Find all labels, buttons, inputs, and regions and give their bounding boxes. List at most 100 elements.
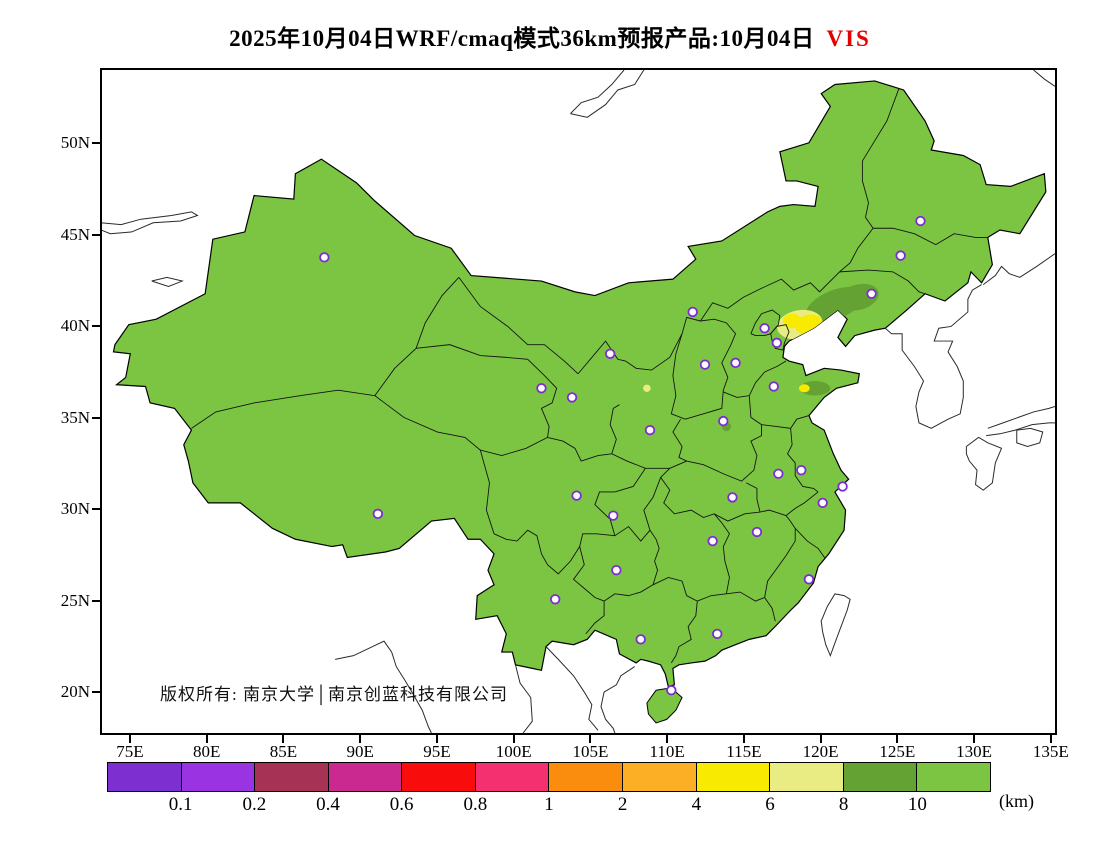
station-marker: [699, 359, 711, 370]
x-axis-tick: [973, 735, 976, 743]
map-plot-area: [100, 68, 1057, 735]
x-axis-tick: [205, 735, 208, 743]
colorbar-segment: [475, 763, 550, 791]
station-marker: [759, 323, 770, 334]
station-marker: [768, 381, 779, 392]
station-marker: [771, 337, 783, 349]
station-marker: [536, 383, 547, 394]
copyright-text: 版权所有: 南京大学│南京创蓝科技有限公司: [160, 685, 509, 704]
y-axis-label: 25N: [60, 590, 90, 610]
x-axis-label: 95E: [423, 742, 451, 761]
x-axis-label: 80E: [192, 742, 221, 761]
station-marker: [866, 288, 877, 299]
station-marker: [687, 306, 698, 318]
colorbar-tick-label: 2: [617, 794, 628, 815]
x-axis-tick: [359, 735, 362, 743]
x-axis-tick: [819, 735, 822, 743]
x-axis-label: 125E: [879, 742, 916, 761]
colorbar-segment: [770, 763, 844, 791]
china-map: [102, 70, 1055, 733]
station-marker: [727, 492, 738, 503]
colorbar-tick-label: 4: [691, 794, 702, 815]
colorbar: [107, 762, 991, 792]
station-marker: [773, 468, 784, 479]
x-axis-tick: [1049, 735, 1052, 743]
colorbar-tick-label: 0.2: [242, 794, 267, 815]
x-axis-label: 135E: [1032, 742, 1069, 761]
colorbar-segment: [255, 763, 329, 791]
colorbar-segment: [843, 763, 918, 791]
colorbar-segment: [108, 763, 182, 791]
y-axis-tick: [92, 690, 100, 693]
station-marker: [608, 510, 619, 521]
x-axis-tick: [896, 735, 899, 743]
x-axis-label: 115E: [726, 742, 762, 761]
station-marker: [817, 497, 828, 509]
station-marker: [372, 508, 384, 519]
x-axis-label: 90E: [346, 742, 374, 761]
station-markers: [319, 215, 926, 696]
y-axis-label: 30N: [60, 499, 90, 518]
title-variable: VIS: [826, 26, 871, 51]
colorbar-tick-label: 0.1: [168, 794, 193, 815]
x-axis-label: 85E: [269, 742, 298, 761]
station-marker: [712, 628, 723, 640]
colorbar-tick-label: 0.6: [389, 794, 414, 815]
x-axis-label: 75E: [116, 742, 144, 761]
colorbar-segment: [917, 763, 990, 791]
colorbar-segment: [696, 763, 771, 791]
station-marker: [796, 465, 807, 476]
colorbar-tick-label: 6: [765, 794, 775, 815]
x-axis-label: 100E: [495, 742, 532, 761]
colorbar-segment: [549, 763, 624, 791]
colorbar-unit-label: (km): [999, 791, 1034, 811]
colorbar-tick-label: 10: [907, 794, 927, 815]
colorbar-segment: [402, 763, 476, 791]
x-axis-label: 110E: [649, 742, 685, 761]
x-axis-tick: [128, 735, 131, 743]
station-marker: [718, 415, 729, 427]
station-marker: [644, 424, 656, 436]
y-axis-label: 45N: [60, 224, 90, 244]
station-marker: [571, 490, 582, 501]
china-outline: [112, 80, 1047, 688]
y-axis-label: 50N: [60, 133, 90, 153]
station-marker: [319, 252, 330, 263]
taiwan-outline: [820, 593, 851, 658]
station-marker: [707, 535, 718, 547]
coastlines: [102, 70, 1055, 733]
station-marker: [895, 250, 906, 261]
visibility-patch: [643, 384, 651, 392]
visibility-patch: [798, 384, 810, 393]
y-axis-label: 20N: [60, 681, 90, 701]
hainan-island: [646, 687, 683, 724]
x-axis-label: 120E: [802, 742, 839, 761]
colorbar-segment: [328, 763, 403, 791]
colorbar-tick-label: 8: [838, 794, 849, 815]
station-marker: [730, 357, 741, 369]
y-axis-label: 40N: [60, 316, 90, 336]
title-text: 2025年10月04日WRF/cmaq模式36km预报产品:10月04日: [229, 26, 815, 51]
y-axis-tick: [92, 416, 100, 419]
x-axis-label: 130E: [956, 742, 993, 761]
page-title: 2025年10月04日WRF/cmaq模式36km预报产品:10月04日 VIS: [0, 19, 1100, 53]
station-marker: [611, 565, 622, 576]
visibility-patch: [436, 530, 448, 538]
x-axis-tick: [282, 735, 285, 743]
colorbar-segment: [623, 763, 697, 791]
x-axis-label: 105E: [572, 742, 609, 761]
colorbar-tick-label: 1: [544, 794, 554, 815]
x-axis-tick: [512, 735, 515, 743]
x-axis-tick: [589, 735, 592, 743]
y-axis-tick: [92, 599, 100, 602]
colorbar-segment: [181, 763, 256, 791]
station-marker: [915, 215, 926, 227]
station-marker: [604, 348, 616, 359]
y-axis-tick: [92, 233, 100, 236]
x-axis-tick: [666, 735, 669, 743]
y-axis-tick: [92, 508, 100, 510]
y-axis-label: 35N: [60, 407, 90, 427]
province-borders: [191, 88, 988, 664]
station-marker: [666, 685, 677, 696]
